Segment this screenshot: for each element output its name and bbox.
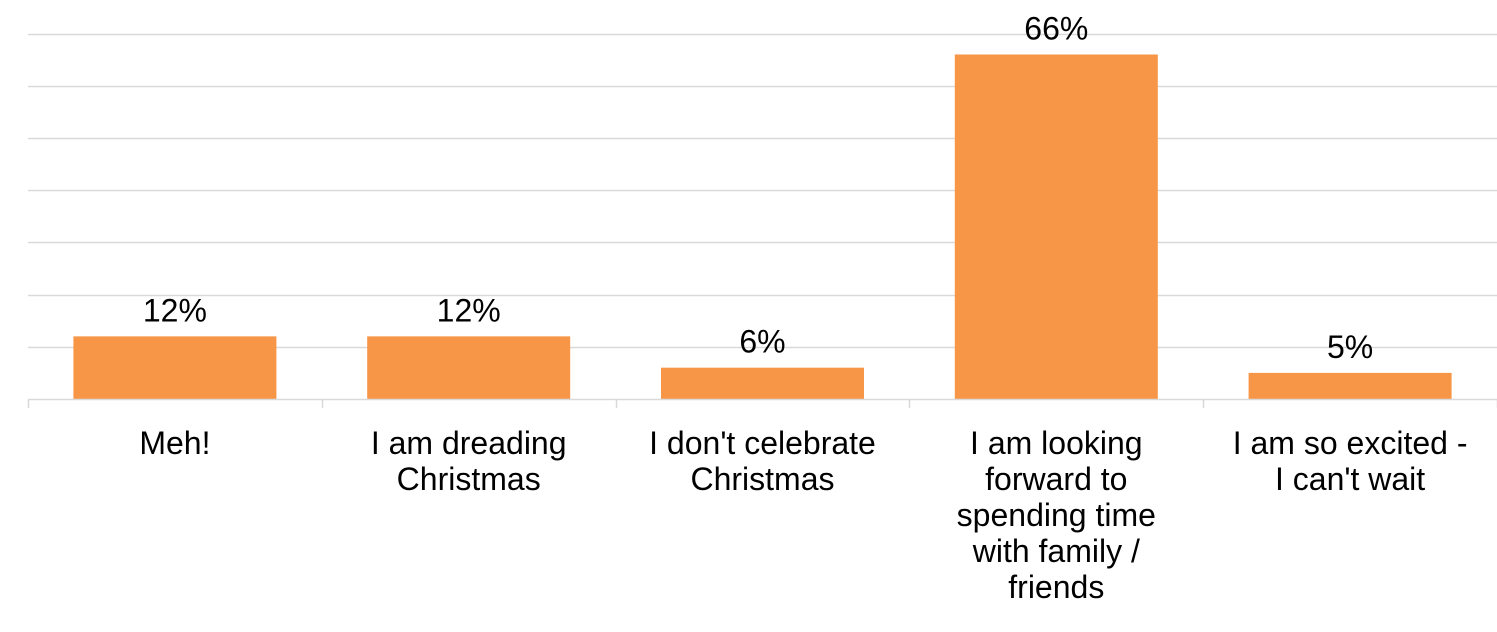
category-label-line: Meh! xyxy=(139,425,211,461)
category-label: I am so excited -I can't wait xyxy=(1205,425,1495,497)
category-label-line: spending time xyxy=(956,497,1156,533)
data-label: 6% xyxy=(739,324,785,360)
category-label-line: forward to xyxy=(985,461,1128,497)
bar xyxy=(367,336,571,399)
data-label: 12% xyxy=(143,292,207,328)
category-label-line: I don't celebrate xyxy=(649,425,876,461)
bar xyxy=(1248,372,1452,399)
category-label-line: I am looking xyxy=(970,425,1143,461)
bars xyxy=(73,54,1452,399)
bar xyxy=(661,367,864,399)
category-label-line: friends xyxy=(1008,569,1105,605)
category-label: Meh! xyxy=(30,425,320,461)
data-label: 66% xyxy=(1024,10,1088,46)
category-label: I don't celebrate Christmas xyxy=(618,425,908,497)
data-label: 5% xyxy=(1327,329,1373,365)
category-label-line: I am dreading xyxy=(370,425,567,461)
gridlines xyxy=(28,33,1497,349)
category-label-line: I am so excited - xyxy=(1232,425,1468,461)
category-label: I am dreading Christmas xyxy=(324,425,614,497)
bar xyxy=(954,54,1158,399)
category-label-line: with family / xyxy=(972,533,1140,569)
category-label-line: Christmas xyxy=(396,461,541,497)
category-label: I am looking forward to spending time with … xyxy=(911,425,1201,605)
x-axis xyxy=(27,398,1497,408)
data-labels: 12% 12% 6% 66% 5% xyxy=(143,10,1373,364)
category-label-line: I can't wait xyxy=(1275,461,1426,497)
data-label: 12% xyxy=(437,292,501,328)
bar xyxy=(73,336,277,399)
category-label-line: Christmas xyxy=(690,461,835,497)
